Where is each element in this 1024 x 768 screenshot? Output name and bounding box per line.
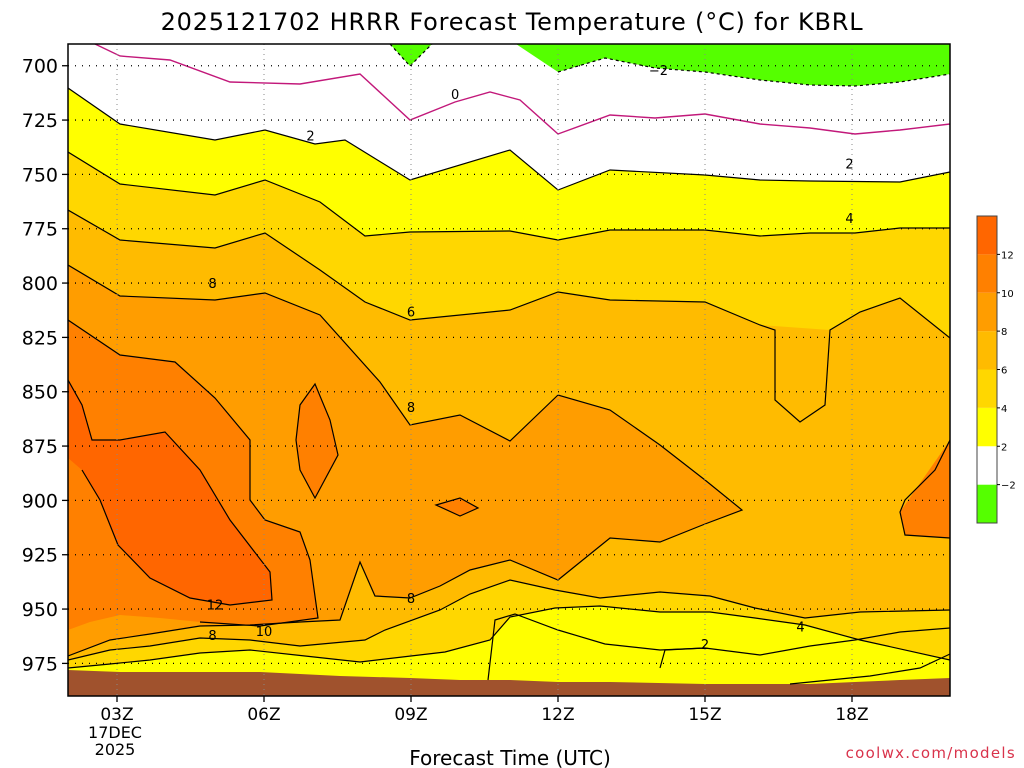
colorbar-segment — [977, 292, 997, 332]
colorbar-segment — [977, 369, 997, 408]
contour-label: 6 — [407, 305, 415, 320]
contour-label: 2 — [701, 638, 709, 653]
contour-label: −2 — [649, 64, 668, 79]
colorbar-segment — [977, 331, 997, 370]
plot-frame — [67, 43, 951, 697]
colorbar-label: 2 — [1001, 442, 1007, 453]
contour-label: 8 — [208, 277, 216, 292]
x-axis-label: Forecast Time (UTC) — [409, 746, 611, 768]
colorbar-segment — [977, 407, 997, 447]
y-tick-label: 775 — [22, 219, 58, 241]
temperature-fill-layer — [68, 44, 950, 696]
colorbar-segment — [977, 484, 997, 523]
contour-lines — [68, 44, 950, 685]
colorbar-label: 12 — [1001, 250, 1014, 261]
y-tick-label: 900 — [22, 490, 58, 512]
contour-label: 10 — [256, 625, 273, 640]
chart-title: 2025121702 HRRR Forecast Temperature (°C… — [161, 8, 864, 36]
y-tick-label: 975 — [22, 653, 58, 675]
x-tick-label: 18Z — [835, 705, 868, 725]
colorbar-legend: −2 2 4 6 8 10 12 — [976, 215, 1016, 524]
y-tick-label: 700 — [22, 56, 58, 78]
credit-link[interactable]: coolwx.com/models — [845, 744, 1016, 762]
contour-label: 8 — [407, 592, 415, 607]
y-tick-label: 750 — [22, 164, 58, 186]
y-tick-label: 725 — [22, 110, 58, 132]
y-tick-label: 825 — [22, 327, 58, 349]
contour-label: 2 — [845, 158, 853, 173]
y-tick-label: 800 — [22, 273, 58, 295]
x-tick-label: 12Z — [541, 705, 574, 725]
contour-label: 2 — [306, 129, 314, 144]
x-tick-date-label: 2025 — [95, 740, 136, 759]
colorbar-label: 4 — [1001, 404, 1007, 415]
y-tick-label: 850 — [22, 382, 58, 404]
colorbar-segment — [977, 216, 997, 255]
x-tick-date-label: 17DEC — [88, 723, 142, 742]
colorbar-label: 10 — [1001, 289, 1014, 300]
x-tick-label: 09Z — [394, 705, 427, 725]
colorbar-label: −2 — [1001, 481, 1016, 492]
y-axis: 700 725 750 775 800 825 850 875 900 925 950 975 — [22, 56, 68, 675]
y-tick-label: 925 — [22, 545, 58, 567]
contour-label: 8 — [208, 629, 216, 644]
colorbar-label: 6 — [1001, 366, 1007, 377]
contour-label: 4 — [796, 620, 804, 635]
contour-label: 8 — [407, 401, 415, 416]
x-tick-label: 03Z — [100, 705, 133, 725]
contour-label: 0 — [451, 88, 459, 103]
contour-label: 12 — [207, 599, 224, 614]
contour-label: 4 — [845, 212, 853, 227]
contour-labels: −2 0 2 2 4 8 6 8 12 10 8 8 2 4 — [207, 64, 854, 653]
y-tick-label: 875 — [22, 436, 58, 458]
colorbar-segment — [977, 446, 997, 485]
chart-grid — [68, 44, 950, 696]
x-tick-label: 06Z — [247, 705, 280, 725]
x-tick-label: 15Z — [688, 705, 721, 725]
colorbar-segment — [977, 254, 997, 293]
y-tick-label: 950 — [22, 599, 58, 621]
colorbar-label: 8 — [1001, 327, 1007, 338]
